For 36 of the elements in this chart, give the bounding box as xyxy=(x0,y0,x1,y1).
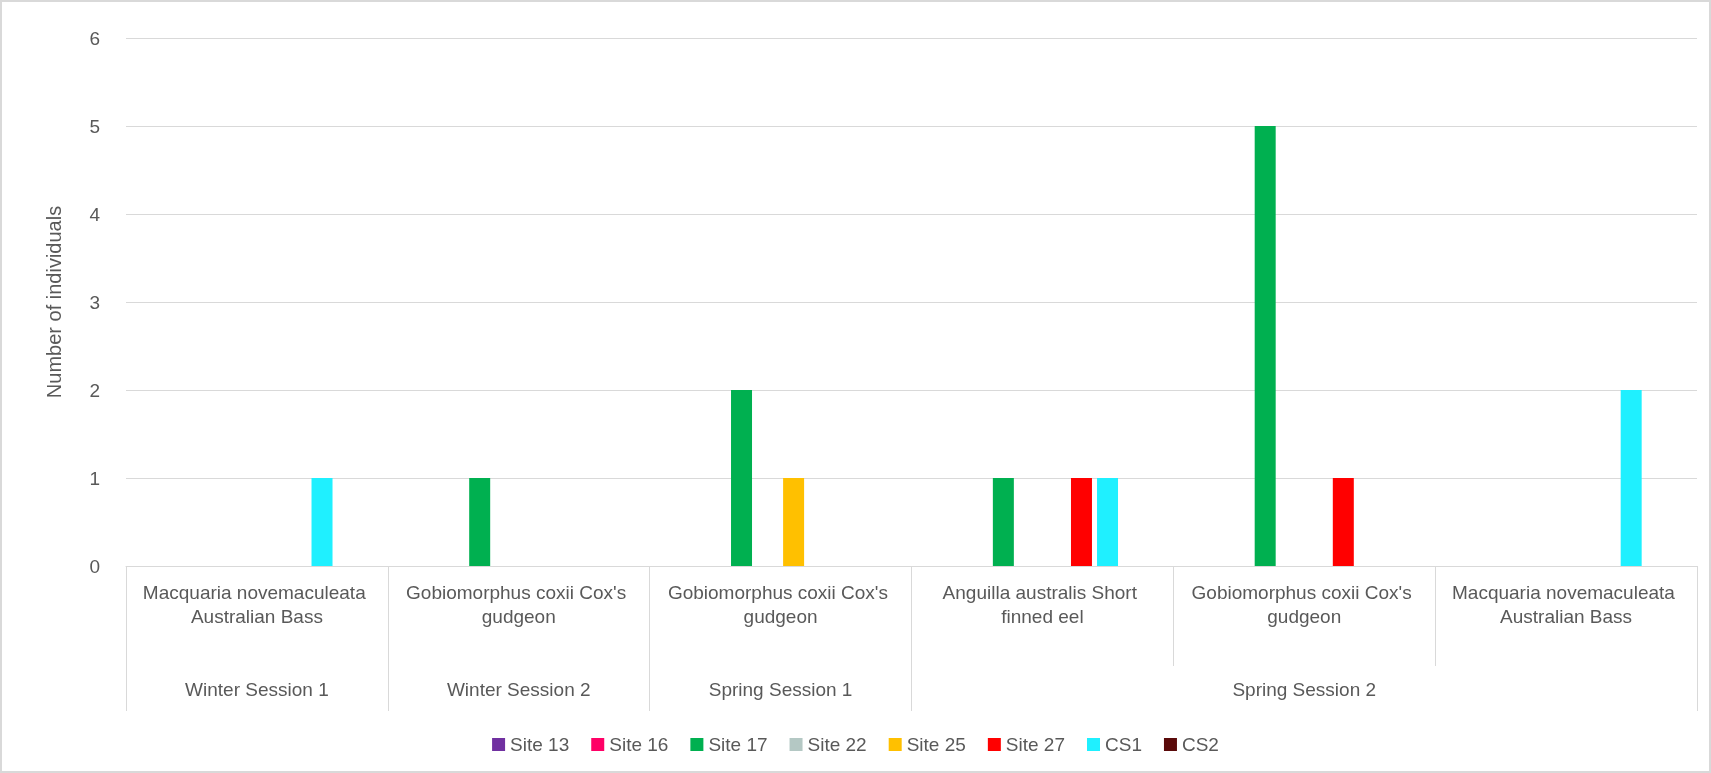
bar xyxy=(1097,478,1119,566)
x-tick-label: Macquaria novemaculeata Australian Bass xyxy=(142,581,371,627)
x-tick-label: Gobiomorphus coxii Cox's gudgeon xyxy=(1191,581,1417,627)
legend-label: Site 25 xyxy=(906,734,966,755)
bar xyxy=(1254,126,1276,566)
y-tick-label: 3 xyxy=(89,291,100,313)
legend-label: CS2 xyxy=(1181,734,1219,755)
y-tick-label: 1 xyxy=(89,467,100,489)
legend-label: Site 13 xyxy=(510,734,570,755)
x-tick-label: Gobiomorphus coxii Cox's gudgeon xyxy=(667,581,894,627)
bar xyxy=(311,478,333,566)
x-tick-label: Anguilla australis Short finned eel xyxy=(942,581,1143,627)
bar xyxy=(469,478,491,566)
y-axis-title: Number of individuals xyxy=(43,205,65,399)
y-tick-label: 5 xyxy=(89,115,100,137)
y-tick-label: 6 xyxy=(89,27,100,49)
bar xyxy=(1332,478,1354,566)
bar xyxy=(1620,390,1642,566)
bar xyxy=(783,478,805,566)
text: Spring Session 2 xyxy=(1232,679,1377,700)
legend-label: Site 16 xyxy=(609,734,669,755)
text: Spring Session 1 xyxy=(708,679,853,700)
y-tick-label: 0 xyxy=(89,555,100,577)
bar xyxy=(1070,478,1092,566)
y-tick-label: 4 xyxy=(89,203,101,225)
x-tick-label: Gobiomorphus coxii Cox's gudgeon xyxy=(406,581,632,627)
y-tick-label: 2 xyxy=(89,379,100,401)
x-tick-label: Macquaria novemaculeata Australian Bass xyxy=(1452,581,1681,627)
legend-label: Site 22 xyxy=(807,734,867,755)
bar xyxy=(992,478,1014,566)
bar xyxy=(731,390,753,566)
legend-label: Site 17 xyxy=(708,734,768,755)
text: Winter Session 2 xyxy=(446,679,591,700)
legend-label: CS1 xyxy=(1105,734,1142,755)
legend-label: Site 27 xyxy=(1005,734,1065,755)
text: Winter Session 1 xyxy=(185,679,329,700)
